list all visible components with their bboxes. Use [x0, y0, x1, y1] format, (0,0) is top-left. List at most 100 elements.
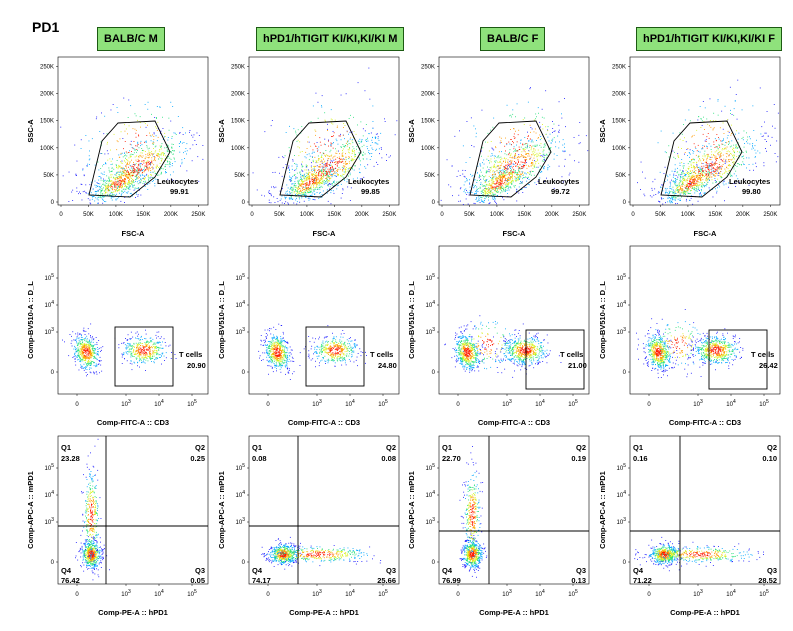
data-dot — [151, 167, 153, 168]
data-dot — [118, 154, 120, 156]
data-dot — [281, 195, 283, 197]
data-dot — [88, 357, 89, 359]
data-dot — [291, 180, 293, 182]
data-dot — [76, 345, 78, 347]
data-dot — [90, 541, 92, 543]
data-dot — [104, 548, 105, 549]
data-dot — [313, 178, 315, 180]
data-dot — [107, 187, 109, 189]
data-dot — [311, 168, 313, 170]
data-dot — [138, 134, 139, 136]
data-dot — [303, 184, 305, 185]
data-dot — [82, 514, 84, 516]
data-dot — [161, 159, 162, 161]
data-dot — [148, 177, 150, 178]
data-dot — [91, 529, 93, 531]
data-dot — [159, 357, 161, 358]
data-dot — [269, 355, 271, 357]
data-dot — [317, 177, 319, 179]
data-dot — [86, 345, 88, 347]
data-dot — [305, 196, 306, 198]
data-dot — [83, 343, 85, 344]
data-dot — [292, 160, 294, 162]
data-dot — [118, 164, 120, 166]
data-dot — [309, 182, 310, 184]
data-dot — [297, 192, 299, 194]
data-dot — [335, 172, 337, 174]
data-dot — [111, 185, 112, 187]
data-dot — [135, 129, 137, 131]
data-dot — [159, 169, 161, 171]
data-dot — [133, 166, 135, 168]
data-dot — [267, 341, 269, 342]
data-dot — [145, 163, 147, 165]
data-dot — [106, 180, 107, 182]
data-dot — [301, 196, 303, 197]
data-dot — [286, 194, 288, 196]
data-dot — [313, 187, 315, 189]
data-dot — [321, 171, 322, 172]
data-dot — [96, 555, 97, 557]
data-dot — [296, 166, 298, 167]
data-dot — [117, 181, 119, 183]
data-dot — [125, 192, 127, 194]
data-dot — [84, 334, 86, 335]
data-dot — [78, 350, 80, 351]
data-dot — [90, 372, 92, 374]
data-dot — [81, 184, 83, 185]
data-dot — [87, 536, 89, 538]
data-dot — [325, 150, 327, 151]
data-dot — [286, 349, 288, 351]
data-dot — [282, 345, 284, 347]
data-dot — [78, 339, 80, 341]
data-dot — [93, 528, 95, 530]
data-dot — [109, 190, 111, 192]
data-dot — [125, 174, 127, 175]
data-dot — [327, 172, 329, 174]
data-dot — [316, 192, 318, 193]
data-dot — [147, 184, 149, 185]
data-dot — [355, 165, 356, 167]
data-dot — [166, 144, 168, 146]
data-dot — [327, 185, 329, 187]
data-dot — [331, 175, 333, 176]
data-dot — [126, 175, 128, 177]
data-dot — [111, 183, 113, 185]
data-dot — [143, 160, 145, 162]
data-dot — [279, 363, 280, 364]
data-dot — [306, 185, 308, 187]
data-dot — [90, 365, 91, 366]
data-dot — [78, 350, 80, 352]
data-dot — [331, 165, 333, 167]
data-dot — [75, 174, 77, 176]
data-dot — [86, 338, 88, 340]
data-dot — [338, 156, 340, 158]
data-dot — [348, 118, 350, 119]
data-dot — [134, 353, 136, 355]
data-dot — [280, 355, 282, 357]
data-dot — [127, 342, 128, 344]
data-dot — [287, 187, 289, 189]
data-dot — [140, 349, 142, 351]
data-dot — [347, 186, 349, 188]
data-dot — [342, 173, 344, 175]
data-dot — [115, 174, 117, 176]
data-dot — [171, 143, 173, 145]
data-dot — [325, 120, 326, 122]
data-dot — [91, 518, 93, 520]
data-dot — [344, 125, 346, 126]
data-dot — [101, 185, 102, 187]
data-dot — [293, 202, 295, 204]
data-dot — [147, 148, 149, 150]
data-dot — [144, 346, 146, 348]
data-dot — [143, 349, 145, 351]
data-dot — [311, 178, 313, 180]
data-dot — [90, 528, 92, 530]
data-dot — [267, 347, 269, 349]
data-dot — [308, 170, 310, 172]
data-dot — [88, 483, 89, 485]
data-dot — [261, 340, 263, 342]
data-dot — [97, 547, 99, 549]
data-dot — [87, 341, 89, 343]
